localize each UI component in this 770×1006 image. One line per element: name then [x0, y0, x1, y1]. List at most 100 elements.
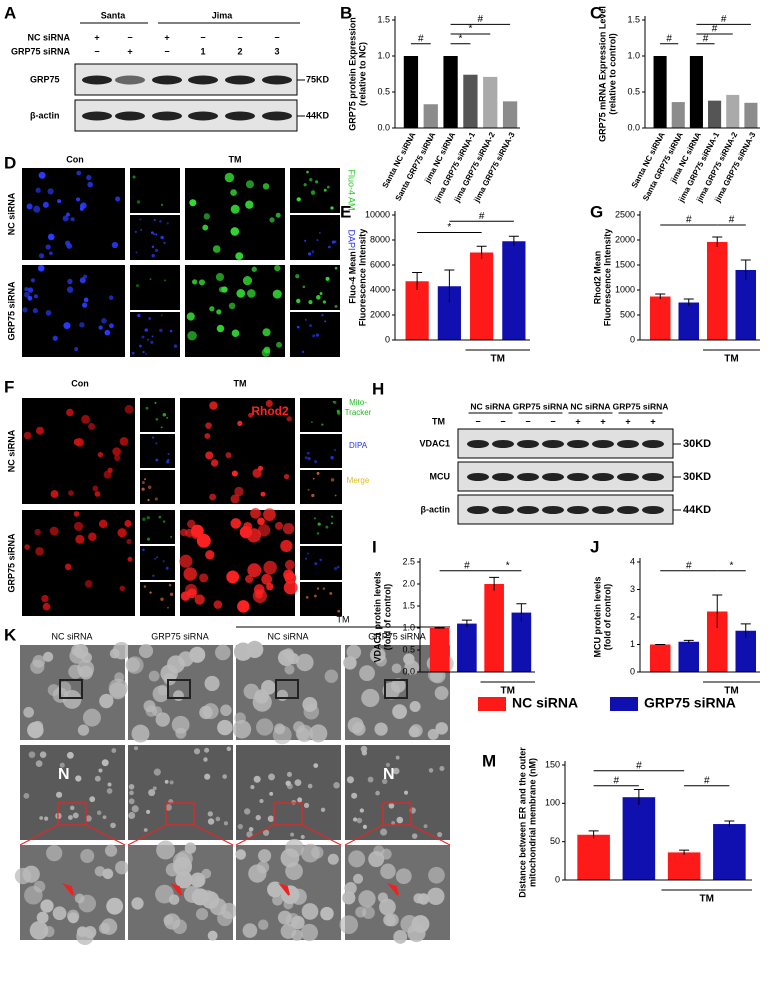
cell: [38, 253, 45, 259]
band: [115, 111, 145, 121]
cell: [28, 751, 36, 758]
cell: [62, 690, 82, 709]
cell: [86, 174, 92, 181]
cell: [142, 517, 146, 521]
treatment-mark: −: [550, 416, 555, 426]
cell: [409, 701, 421, 713]
cell: [439, 765, 445, 772]
cell: [283, 580, 298, 595]
mito: [167, 679, 191, 699]
cell: [355, 906, 367, 918]
cell: [321, 423, 324, 426]
cell: [226, 746, 232, 752]
cell: [269, 791, 274, 796]
micrograph: [290, 168, 340, 213]
cell: [114, 454, 121, 462]
band-label: β-actin: [30, 110, 60, 120]
cell: [88, 532, 97, 541]
mito: [59, 679, 83, 699]
cell: [257, 517, 265, 526]
y-tick-label: 1.0: [402, 622, 415, 632]
cell: [146, 537, 150, 541]
error-bar: [712, 236, 723, 247]
rule: [85, 824, 126, 846]
cell: [175, 727, 187, 739]
band-label: VDAC1: [419, 438, 450, 448]
panel-label: A: [4, 3, 16, 22]
cell: [286, 771, 292, 777]
cell: [312, 334, 316, 338]
cell: [275, 212, 281, 218]
cell: [417, 893, 430, 905]
cell: [119, 436, 129, 446]
bar: [423, 104, 438, 128]
cell: [131, 805, 139, 813]
rule: [344, 824, 384, 846]
cell: [276, 689, 289, 702]
cell: [315, 333, 319, 337]
y-tick-label: 0.0: [377, 122, 390, 132]
panel-label: K: [4, 625, 17, 644]
cell: [143, 585, 147, 588]
cell: [131, 897, 144, 910]
cell: [43, 926, 55, 938]
cell: [315, 180, 319, 184]
cell: [27, 721, 44, 739]
cell: [22, 865, 40, 883]
band-label: MCU: [430, 471, 451, 481]
cell: [165, 804, 172, 811]
error-bar: [679, 849, 690, 855]
bar: [653, 56, 667, 128]
band: [467, 506, 489, 514]
cell: [149, 278, 152, 280]
band: [492, 473, 514, 481]
cell: [75, 197, 81, 202]
rule: [301, 824, 342, 846]
cell: [94, 491, 101, 497]
cell: [217, 719, 233, 736]
channel-label: Tracker: [345, 408, 372, 417]
mito: [275, 679, 299, 699]
error-bar: [740, 623, 751, 638]
cell: [327, 245, 331, 249]
cell: [316, 295, 321, 300]
significance: #: [686, 560, 692, 571]
column-label: GRP75 siRNA: [151, 631, 209, 641]
band: [262, 111, 292, 121]
cell: [307, 456, 311, 461]
cell: [220, 704, 232, 717]
cell: [317, 522, 321, 526]
cell: [139, 218, 142, 221]
y-tick-label: 1.5: [377, 14, 390, 24]
cell: [252, 468, 262, 478]
panel-label: C: [590, 3, 602, 22]
cell: [311, 493, 315, 498]
cell: [245, 575, 254, 584]
cell: [334, 240, 337, 243]
cell: [274, 723, 286, 735]
micrograph: [290, 265, 340, 310]
cell: [42, 602, 51, 611]
cell: [217, 910, 233, 927]
cell: [38, 171, 46, 179]
cell: [330, 206, 334, 210]
cell: [36, 426, 44, 435]
micrograph: [140, 582, 175, 616]
cell: [280, 848, 300, 868]
cell: [319, 292, 323, 295]
cell: [163, 241, 166, 245]
cell: [104, 329, 111, 336]
cell: [437, 831, 443, 838]
cell: [263, 346, 271, 354]
cell: [280, 539, 293, 553]
cell: [267, 815, 275, 823]
group-label: Santa: [101, 10, 127, 20]
bar: [671, 102, 685, 128]
cell: [204, 773, 211, 780]
cell: [189, 646, 206, 663]
y-axis-label: (fold of control): [602, 584, 612, 650]
treatment-mark: −: [164, 46, 169, 56]
y-axis-label: Fluorescence Intensity: [357, 229, 367, 327]
cell: [224, 172, 235, 183]
cell: [171, 715, 190, 734]
